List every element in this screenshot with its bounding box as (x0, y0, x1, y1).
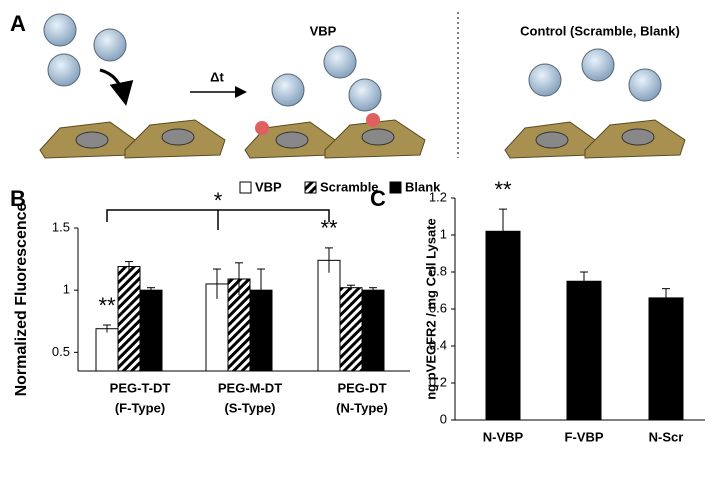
significance-mark: * (214, 188, 223, 213)
significance-mark: ** (320, 216, 338, 241)
y-tick-label: 0.4 (429, 337, 447, 352)
bar (566, 280, 602, 421)
bar (361, 289, 385, 372)
significance-mark: ** (494, 177, 512, 202)
y-axis-label: ng pVEGFR2 / mg Cell Lysate (423, 218, 438, 400)
legend-swatch (239, 181, 252, 194)
y-tick-label: 1.5 (52, 219, 70, 234)
x-tick-label: N-VBP (483, 429, 524, 444)
x-tick-label: F-VBP (565, 429, 604, 444)
y-axis-label: Normalized Fluorescence (13, 202, 30, 396)
bar (95, 328, 119, 372)
y-tick-label: 1 (440, 226, 447, 241)
bar (317, 259, 341, 372)
x-tick-label: (S-Type) (224, 400, 275, 415)
step-label: Δt (210, 69, 224, 84)
panel-label: B (10, 186, 26, 211)
x-tick-label: N-Scr (649, 429, 684, 444)
panel-label: A (10, 11, 26, 36)
legend-label: Scramble (320, 179, 379, 194)
bar (139, 289, 163, 372)
panel-label: C (370, 186, 386, 211)
y-tick-label: 1 (63, 282, 70, 297)
illustration (39, 12, 686, 159)
significance-mark: ** (98, 293, 116, 318)
bar (485, 230, 521, 421)
vbp-label: VBP (310, 23, 337, 38)
x-tick-label: PEG-M-DT (218, 380, 282, 395)
bar (117, 266, 141, 372)
y-tick-label: 0.2 (429, 374, 447, 389)
y-tick-label: 0.6 (429, 300, 447, 315)
legend-label: Blank (405, 179, 441, 194)
x-tick-label: (F-Type) (115, 400, 165, 415)
bracket (106, 209, 330, 230)
y-tick-label: 0 (440, 411, 447, 426)
legend-swatch (389, 181, 402, 194)
bar (339, 287, 363, 372)
y-tick-label: 0.8 (429, 263, 447, 278)
legend-swatch (304, 181, 317, 194)
x-tick-label: PEG-T-DT (110, 380, 171, 395)
bar (648, 297, 684, 421)
control-label: Control (Scramble, Blank) (520, 23, 680, 38)
x-tick-label: (N-Type) (336, 400, 388, 415)
legend-label: VBP (255, 179, 282, 194)
x-tick-label: PEG-DT (337, 380, 386, 395)
y-tick-label: 0.5 (52, 344, 70, 359)
y-tick-label: 1.2 (429, 189, 447, 204)
